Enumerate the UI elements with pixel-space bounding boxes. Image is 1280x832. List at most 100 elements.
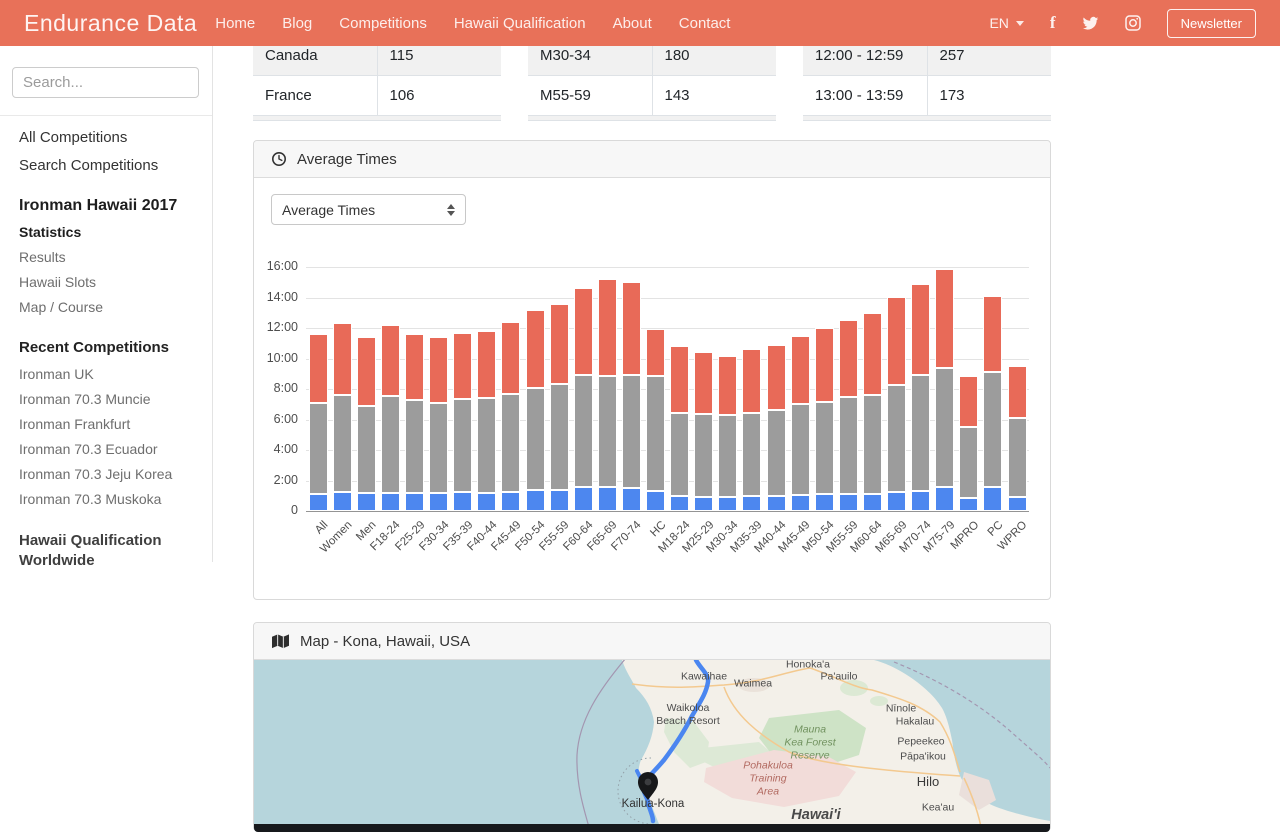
y-axis-tick: 16:00 bbox=[266, 259, 298, 273]
bar-segment bbox=[838, 397, 858, 495]
y-axis-tick: 4:00 bbox=[273, 442, 298, 456]
bar-m50-54[interactable] bbox=[814, 327, 834, 511]
search-input[interactable] bbox=[12, 67, 199, 98]
bar-segment bbox=[935, 269, 955, 368]
bar-segment bbox=[356, 405, 376, 493]
chart-gridline bbox=[306, 419, 1029, 421]
bar-segment bbox=[790, 335, 810, 405]
bar-m60-64[interactable] bbox=[862, 312, 882, 511]
bar-segment bbox=[790, 495, 810, 511]
facebook-icon[interactable]: f bbox=[1049, 13, 1056, 32]
sidebar-item-ironman-70-3-ecuador[interactable]: Ironman 70.3 Ecuador bbox=[19, 441, 158, 457]
bar-m25-29[interactable] bbox=[694, 352, 714, 511]
nav-link-hawaii-qualification[interactable]: Hawaii Qualification bbox=[453, 14, 586, 32]
map-label-waimea: Waimea bbox=[733, 677, 773, 690]
bar-segment bbox=[838, 494, 858, 511]
bar-segment bbox=[525, 388, 545, 491]
bar-segment bbox=[814, 494, 834, 511]
sidebar-item-search-competitions[interactable]: Search Competitions bbox=[19, 157, 159, 174]
bar-wpro[interactable] bbox=[1007, 366, 1027, 511]
sidebar-item-all-competitions[interactable]: All Competitions bbox=[19, 129, 128, 146]
bar-m35-39[interactable] bbox=[742, 349, 762, 511]
summary-table-2: M30-34 180 M55-59 143 bbox=[528, 35, 776, 121]
bar-segment bbox=[911, 491, 930, 511]
sidebar-item-ironman-frankfurt[interactable]: Ironman Frankfurt bbox=[19, 416, 131, 432]
bar-men[interactable] bbox=[356, 337, 376, 511]
bar-f25-29[interactable] bbox=[405, 334, 424, 511]
bar-segment bbox=[573, 287, 593, 376]
bar-segment bbox=[405, 399, 424, 493]
nav-link-home[interactable]: Home bbox=[215, 14, 256, 32]
bar-segment bbox=[766, 410, 786, 496]
y-axis-tick: 2:00 bbox=[273, 472, 298, 487]
table-cell-label: France bbox=[265, 87, 312, 104]
newsletter-button[interactable]: Newsletter bbox=[1166, 8, 1256, 38]
bar-segment bbox=[935, 487, 955, 511]
table-row-partial bbox=[803, 115, 1051, 121]
sidebar-item-statistics-active[interactable]: Statistics bbox=[19, 224, 82, 240]
sidebar-item-hawaii-qualification-worldwide[interactable]: Hawaii Qualification Worldwide bbox=[19, 532, 162, 570]
bar-segment bbox=[983, 487, 1003, 511]
bar-m75-79[interactable] bbox=[935, 269, 955, 511]
sidebar-item-map-course[interactable]: Map / Course bbox=[19, 299, 104, 315]
sidebar-item-results[interactable]: Results bbox=[19, 249, 66, 265]
bar-segment bbox=[670, 346, 690, 414]
bar-segment bbox=[501, 394, 521, 492]
twitter-icon[interactable] bbox=[1082, 16, 1099, 31]
bar-hc[interactable] bbox=[646, 328, 665, 511]
nav-link-blog[interactable]: Blog bbox=[282, 14, 313, 32]
table-cell-value: 257 bbox=[926, 36, 1052, 75]
table-row-partial bbox=[528, 115, 776, 121]
nav-link-competitions[interactable]: Competitions bbox=[339, 14, 427, 32]
bar-f55-59[interactable] bbox=[549, 303, 569, 511]
map-graphic bbox=[254, 660, 1050, 832]
map-label-n-nole: Nīnole bbox=[885, 702, 917, 715]
bar-m55-59[interactable] bbox=[838, 320, 858, 511]
sidebar-item-ironman-70-3-jeju-korea[interactable]: Ironman 70.3 Jeju Korea bbox=[19, 466, 173, 482]
bar-m18-24[interactable] bbox=[670, 346, 690, 511]
bar-pc[interactable] bbox=[983, 296, 1003, 511]
map-label-pa-auilo: Pa'auilo bbox=[820, 670, 858, 683]
bar-f30-34[interactable] bbox=[429, 337, 448, 511]
bar-m45-49[interactable] bbox=[790, 335, 810, 511]
instagram-icon[interactable] bbox=[1124, 15, 1141, 31]
bar-segment bbox=[597, 487, 617, 511]
y-axis-tick: 12:00 bbox=[266, 320, 298, 334]
bar-m65-69[interactable] bbox=[887, 297, 906, 511]
bar-m40-44[interactable] bbox=[766, 344, 786, 511]
bar-f40-44[interactable] bbox=[477, 331, 497, 511]
bar-segment bbox=[646, 328, 665, 377]
bar-mpro[interactable] bbox=[959, 376, 979, 511]
bar-f65-69[interactable] bbox=[597, 279, 617, 511]
nav-link-about[interactable]: About bbox=[612, 14, 652, 32]
course-route bbox=[641, 660, 711, 824]
chart-type-select[interactable]: Average Times bbox=[271, 194, 466, 225]
bar-segment bbox=[453, 332, 473, 399]
map-viewport[interactable]: Kawaihae Waimea Honoka'a Pa'auilo Waikoloa B… bbox=[254, 660, 1050, 832]
map-label-hakalau: Hakalau bbox=[895, 715, 935, 728]
bar-f35-39[interactable] bbox=[453, 332, 473, 511]
bar-f18-24[interactable] bbox=[380, 325, 400, 511]
sidebar-recent-title: Recent Competitions bbox=[19, 339, 170, 356]
nav-link-contact[interactable]: Contact bbox=[678, 14, 731, 32]
bar-segment bbox=[501, 321, 521, 395]
sidebar-item-ironman-uk[interactable]: Ironman UK bbox=[19, 366, 94, 382]
brand-logo[interactable]: Endurance Data bbox=[24, 9, 198, 36]
bar-m70-74[interactable] bbox=[911, 283, 930, 511]
sidebar-competition-title[interactable]: Ironman Hawaii 2017 bbox=[19, 197, 178, 214]
top-navbar: Endurance Data Home Blog Competitions Hawai… bbox=[0, 0, 1280, 46]
sidebar-item-hawaii-slots[interactable]: Hawaii Slots bbox=[19, 274, 97, 290]
bar-f70-74[interactable] bbox=[621, 281, 641, 511]
sidebar-item-ironman-70-3-muskoka[interactable]: Ironman 70.3 Muskoka bbox=[19, 491, 162, 507]
language-dropdown[interactable]: EN bbox=[989, 15, 1024, 31]
bar-segment bbox=[405, 492, 424, 511]
bar-f50-54[interactable] bbox=[525, 309, 545, 511]
bar-women[interactable] bbox=[332, 323, 352, 511]
bar-segment bbox=[597, 279, 617, 377]
bar-f60-64[interactable] bbox=[573, 287, 593, 511]
bar-all[interactable] bbox=[308, 334, 328, 511]
x-axis-line bbox=[306, 511, 1029, 512]
bar-m30-34[interactable] bbox=[718, 356, 738, 511]
bar-f45-49[interactable] bbox=[501, 321, 521, 511]
sidebar-item-ironman-70-3-muncie[interactable]: Ironman 70.3 Muncie bbox=[19, 391, 151, 407]
